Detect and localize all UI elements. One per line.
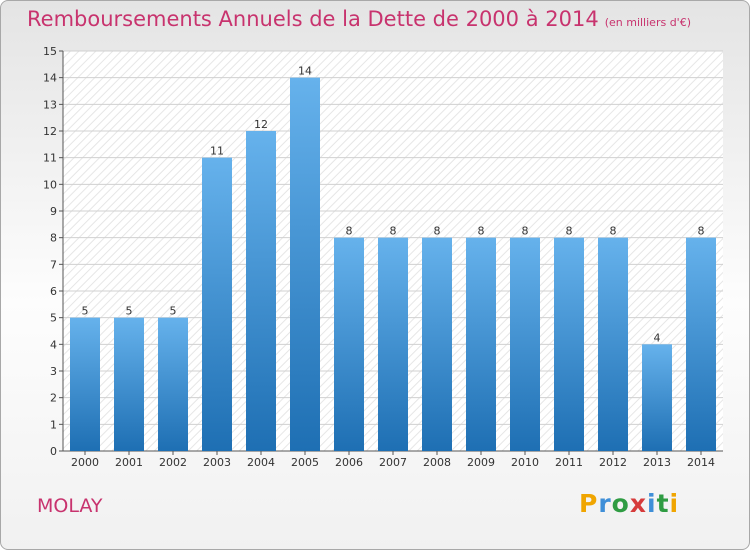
- bar: [158, 317, 188, 451]
- bar: [334, 237, 364, 451]
- town-name: MOLAY: [37, 495, 103, 517]
- proxiti-logo: Proxiti: [579, 489, 679, 518]
- data-label: 5: [82, 305, 89, 318]
- title-text: Remboursements Annuels de la Dette de 20…: [27, 7, 599, 31]
- subtitle-text: (en milliers d'€): [604, 16, 691, 29]
- y-tick-label: 1: [50, 418, 57, 431]
- bar: [554, 237, 584, 451]
- x-tick-label: 2010: [511, 456, 539, 469]
- x-tick-label: 2008: [423, 456, 451, 469]
- x-tick-label: 2002: [159, 456, 187, 469]
- y-tick-label: 4: [50, 338, 57, 351]
- x-tick-label: 2011: [555, 456, 583, 469]
- y-tick-label: 6: [50, 285, 57, 298]
- y-tick-label: 15: [43, 45, 57, 58]
- x-tick-label: 2006: [335, 456, 363, 469]
- plot-area: 0123456789101112131415520005200152002112…: [43, 45, 723, 469]
- x-tick-label: 2014: [687, 456, 715, 469]
- x-tick-label: 2012: [599, 456, 627, 469]
- bar: [246, 131, 276, 451]
- x-tick-label: 2013: [643, 456, 671, 469]
- y-tick-label: 0: [50, 445, 57, 458]
- data-label: 8: [698, 225, 705, 238]
- logo-letter: x: [629, 489, 647, 518]
- bar: [642, 344, 672, 451]
- bar: [686, 237, 716, 451]
- data-label: 11: [210, 145, 224, 158]
- logo-letter: i: [647, 489, 657, 518]
- bar: [114, 317, 144, 451]
- y-tick-label: 14: [43, 72, 57, 85]
- bar: [466, 237, 496, 451]
- bar: [422, 237, 452, 451]
- logo-letter: o: [611, 489, 630, 518]
- y-tick-label: 8: [50, 232, 57, 245]
- data-label: 8: [610, 225, 617, 238]
- y-tick-label: 3: [50, 365, 57, 378]
- logo-letter: t: [656, 489, 670, 518]
- data-label: 4: [654, 331, 661, 344]
- y-tick-label: 7: [50, 258, 57, 271]
- x-tick-label: 2004: [247, 456, 275, 469]
- bar: [70, 317, 100, 451]
- bar: [510, 237, 540, 451]
- logo-letter: r: [598, 489, 612, 518]
- data-label: 8: [346, 225, 353, 238]
- x-tick-label: 2009: [467, 456, 495, 469]
- data-label: 14: [298, 65, 312, 78]
- bar: [202, 157, 232, 451]
- data-label: 5: [170, 305, 177, 318]
- x-tick-label: 2007: [379, 456, 407, 469]
- bar: [290, 77, 320, 452]
- bar: [598, 237, 628, 451]
- logo-letter: i: [669, 489, 680, 518]
- bar: [378, 237, 408, 451]
- data-label: 12: [254, 118, 268, 131]
- x-tick-label: 2003: [203, 456, 231, 469]
- x-tick-label: 2000: [71, 456, 99, 469]
- data-label: 8: [478, 225, 485, 238]
- data-label: 5: [126, 305, 133, 318]
- y-tick-label: 13: [43, 98, 57, 111]
- y-tick-label: 11: [43, 152, 57, 165]
- x-tick-label: 2001: [115, 456, 143, 469]
- y-tick-label: 12: [43, 125, 57, 138]
- data-label: 8: [522, 225, 529, 238]
- y-tick-label: 5: [50, 312, 57, 325]
- data-label: 8: [434, 225, 441, 238]
- y-tick-label: 2: [50, 392, 57, 405]
- logo-letter: P: [579, 489, 599, 518]
- data-label: 8: [390, 225, 397, 238]
- y-tick-label: 10: [43, 178, 57, 191]
- chart-title: Remboursements Annuels de la Dette de 20…: [27, 7, 691, 31]
- data-label: 8: [566, 225, 573, 238]
- x-tick-label: 2005: [291, 456, 319, 469]
- y-tick-label: 9: [50, 205, 57, 218]
